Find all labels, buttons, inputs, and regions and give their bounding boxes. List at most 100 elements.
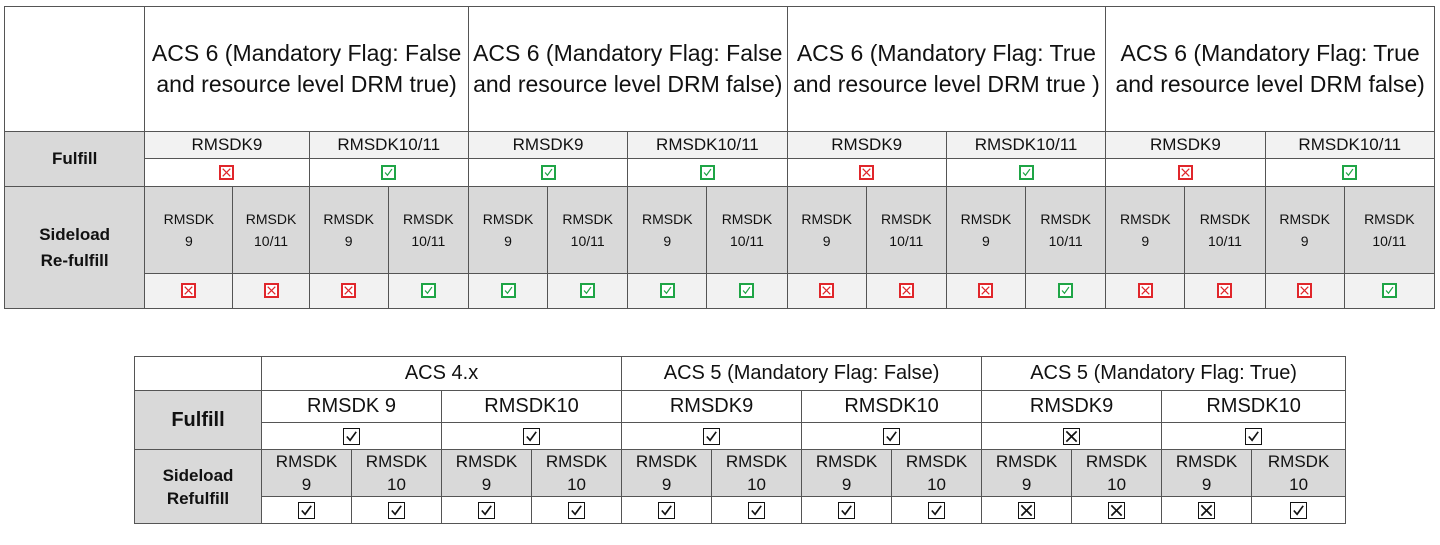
check-box-icon [699, 164, 715, 180]
sdk-label: RMSDK10/11 [627, 131, 788, 159]
sdk-version: 10/11 [411, 233, 446, 249]
sideload-sdk-label: RMSDK 9 [627, 186, 708, 274]
sideload-cell [547, 273, 629, 309]
sdk-name: RMSDK [635, 452, 698, 471]
sdk-version: 9 [1021, 475, 1032, 494]
sdk-label: RMSDK10/11 [1264, 131, 1436, 159]
check-box-icon [381, 164, 397, 180]
sdk-name: RMSDK [545, 452, 608, 471]
sideload-row-label: Sideload Re-fulfill [3, 186, 146, 309]
fulfill-cell [1264, 158, 1436, 187]
check-box-icon [298, 501, 315, 519]
sdk-name: RMSDK [725, 452, 788, 471]
check-box-icon [1290, 501, 1308, 519]
sideload-sdk-label: RMSDK 10/11 [232, 186, 310, 274]
sdk-version: 9 [841, 475, 852, 494]
sdk-version: 9 [301, 475, 312, 494]
sdk-label: RMSDK10 [440, 390, 623, 423]
check-box-icon [658, 501, 676, 519]
sdk-version: 10/11 [570, 233, 605, 249]
sideload-sdk-label: RMSDK 10/11 [1025, 186, 1107, 274]
sdk-version: 9 [1201, 475, 1212, 494]
check-box-icon [580, 283, 596, 299]
sdk-version: 9 [982, 233, 990, 249]
column-header: ACS 4.x [260, 356, 623, 391]
cross-box-icon [181, 283, 197, 299]
sdk-label: RMSDK10 [801, 390, 983, 423]
sideload-sdk-label: RMSDK 10 [530, 449, 623, 497]
sdk-version: 9 [663, 233, 672, 249]
sideload-cell [1161, 496, 1253, 524]
sideload-label-line2: Re-fulfill [40, 250, 109, 270]
sideload-sdk-label: RMSDK 10 [711, 449, 803, 497]
cross-box-icon [1177, 164, 1193, 180]
cross-box-icon [898, 283, 914, 299]
sideload-label-line1: Sideload [39, 224, 111, 244]
sdk-label: RMSDK9 [786, 131, 947, 159]
sdk-version: 10 [1107, 475, 1127, 494]
check-box-icon [659, 283, 675, 299]
cross-box-icon [859, 164, 875, 180]
sdk-name: RMSDK [365, 452, 428, 471]
sdk-version: 9 [504, 233, 512, 249]
sideload-sdk-label: RMSDK 9 [1105, 186, 1186, 274]
sdk-version: 10/11 [1207, 233, 1242, 249]
sideload-sdk-label: RMSDK 9 [467, 186, 549, 274]
fulfill-row-label: Fulfill [3, 131, 146, 187]
sdk-version: 10 [567, 475, 586, 494]
sideload-cell [891, 496, 983, 524]
sideload-sdk-label: RMSDK 10 [1251, 449, 1347, 497]
sideload-cell [1071, 496, 1163, 524]
sideload-label-line2: Refulfill [166, 488, 230, 508]
sdk-version: 10/11 [729, 233, 764, 249]
sideload-sdk-label: RMSDK 10/11 [706, 186, 788, 274]
check-box-icon [540, 164, 556, 180]
sdk-name: RMSDK [1175, 452, 1238, 471]
sdk-name: RMSDK [1199, 211, 1251, 227]
column-header: ACS 6 (Mandatory Flag: True and resource… [786, 6, 1107, 132]
sideload-sdk-label: RMSDK 9 [945, 186, 1027, 274]
sideload-cell [530, 496, 623, 524]
sdk-name: RMSDK [562, 211, 613, 227]
sideload-cell [621, 496, 713, 524]
check-box-icon [748, 501, 766, 519]
sideload-sdk-label: RMSDK 9 [786, 186, 867, 274]
column-header: ACS 6 (Mandatory Flag: True and resource… [1105, 6, 1435, 132]
sideload-sdk-label: RMSDK 10/11 [865, 186, 947, 274]
sdk-version: 10/11 [889, 233, 924, 249]
check-box-icon [500, 283, 516, 299]
corner-cell [134, 356, 262, 391]
sideload-cell [351, 496, 442, 524]
sideload-sdk-label: RMSDK 10/11 [387, 186, 469, 274]
cross-box-icon [1137, 283, 1153, 299]
sideload-sdk-label: RMSDK 9 [1264, 186, 1345, 274]
sdk-name: RMSDK [995, 452, 1058, 471]
fulfill-cell [981, 422, 1163, 450]
fulfill-cell [627, 158, 788, 187]
check-box-icon [703, 427, 721, 445]
sdk-version: 9 [481, 475, 492, 494]
column-header: ACS 6 (Mandatory Flag: False and resourc… [467, 6, 788, 132]
fulfill-cell [786, 158, 947, 187]
sideload-cell [144, 273, 234, 309]
sideload-sdk-label: RMSDK 10 [1071, 449, 1163, 497]
sdk-version: 9 [1141, 233, 1150, 249]
fulfill-row-label: Fulfill [134, 390, 262, 450]
sideload-cell [706, 273, 788, 309]
sdk-version: 10 [747, 475, 766, 494]
sdk-label: RMSDK9 [144, 131, 310, 159]
sdk-name: RMSDK [801, 211, 852, 227]
sdk-version: 10 [927, 475, 947, 494]
sdk-version: 10/11 [254, 233, 289, 249]
sideload-sdk-label: RMSDK 10/11 [1184, 186, 1266, 274]
sideload-label-line1: Sideload [162, 465, 234, 485]
check-box-icon [1245, 427, 1263, 445]
check-box-icon [1058, 283, 1074, 299]
sdk-version: 10/11 [1048, 233, 1083, 249]
sdk-name: RMSDK [1364, 211, 1415, 227]
sdk-version: 9 [661, 475, 672, 494]
sdk-name: RMSDK [323, 211, 374, 227]
sideload-cell [627, 273, 708, 309]
sdk-label: RMSDK10/11 [308, 131, 469, 159]
check-box-icon [1018, 164, 1034, 180]
